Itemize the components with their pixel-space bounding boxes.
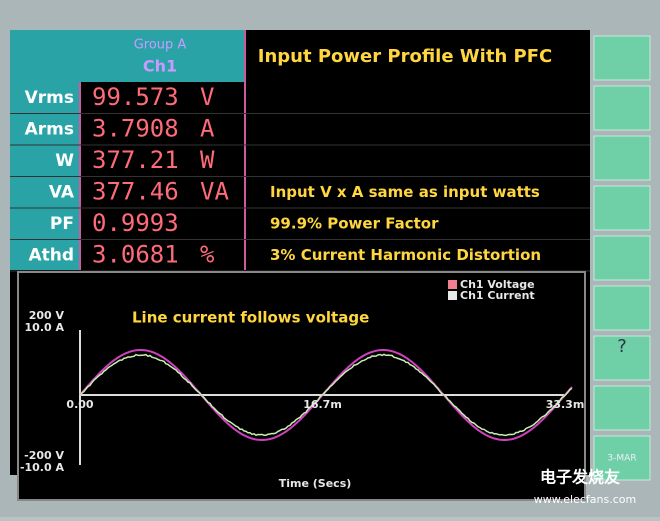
legend-swatch: [448, 291, 457, 300]
reading-unit: W: [200, 146, 215, 174]
reading-value: 99.573: [92, 83, 179, 111]
softkey[interactable]: [594, 286, 650, 330]
y-label: 10.0 A: [25, 321, 65, 334]
x-title: Time (Secs): [279, 477, 352, 490]
annotation: Line current follows voltage: [132, 309, 369, 327]
reading-note: Input V x A same as input watts: [270, 183, 540, 201]
reading-label: W: [55, 151, 74, 171]
softkey[interactable]: [594, 236, 650, 280]
channel: Ch1: [143, 57, 177, 76]
title: Input Power Profile With PFC: [258, 46, 552, 67]
reading-unit: V: [200, 83, 214, 111]
reading-label: Athd: [28, 246, 74, 266]
y-label: -10.0 A: [20, 461, 65, 474]
softkey[interactable]: [594, 36, 650, 80]
softkey-label: 3-MAR: [607, 454, 636, 464]
softkey[interactable]: [594, 386, 650, 430]
watermark: www.elecfans.com: [534, 493, 636, 506]
reading-value: 3.0681: [92, 241, 179, 269]
reading-value: 377.21: [92, 146, 179, 174]
reading-note: 99.9% Power Factor: [270, 215, 439, 233]
legend-entry: Ch1 Current: [460, 289, 535, 302]
reading-note: 3% Current Harmonic Distortion: [270, 246, 541, 264]
reading-label: VA: [49, 183, 75, 203]
reading-value: 3.7908: [92, 115, 179, 143]
legend-swatch: [448, 280, 457, 289]
reading-unit: A: [200, 115, 215, 143]
x-label: 33.3m: [546, 398, 585, 411]
reading-label: Vrms: [25, 88, 74, 108]
softkey-label: ?: [617, 336, 627, 357]
softkey[interactable]: [594, 86, 650, 130]
reading-value: 0.9993: [92, 209, 179, 237]
x-label: 0.00: [66, 398, 93, 411]
reading-label: Arms: [25, 120, 74, 140]
group: Group A: [134, 38, 187, 53]
softkey[interactable]: [594, 136, 650, 180]
label-column: [10, 30, 80, 270]
reading-unit: %: [200, 241, 215, 269]
reading-label: PF: [50, 214, 74, 234]
softkey[interactable]: [594, 186, 650, 230]
reading-unit: VA: [200, 178, 229, 206]
waveform-panel: [18, 272, 585, 500]
watermark: 电子发烧友: [540, 468, 621, 487]
reading-value: 377.46: [92, 178, 179, 206]
x-label: 16.7m: [303, 398, 342, 411]
